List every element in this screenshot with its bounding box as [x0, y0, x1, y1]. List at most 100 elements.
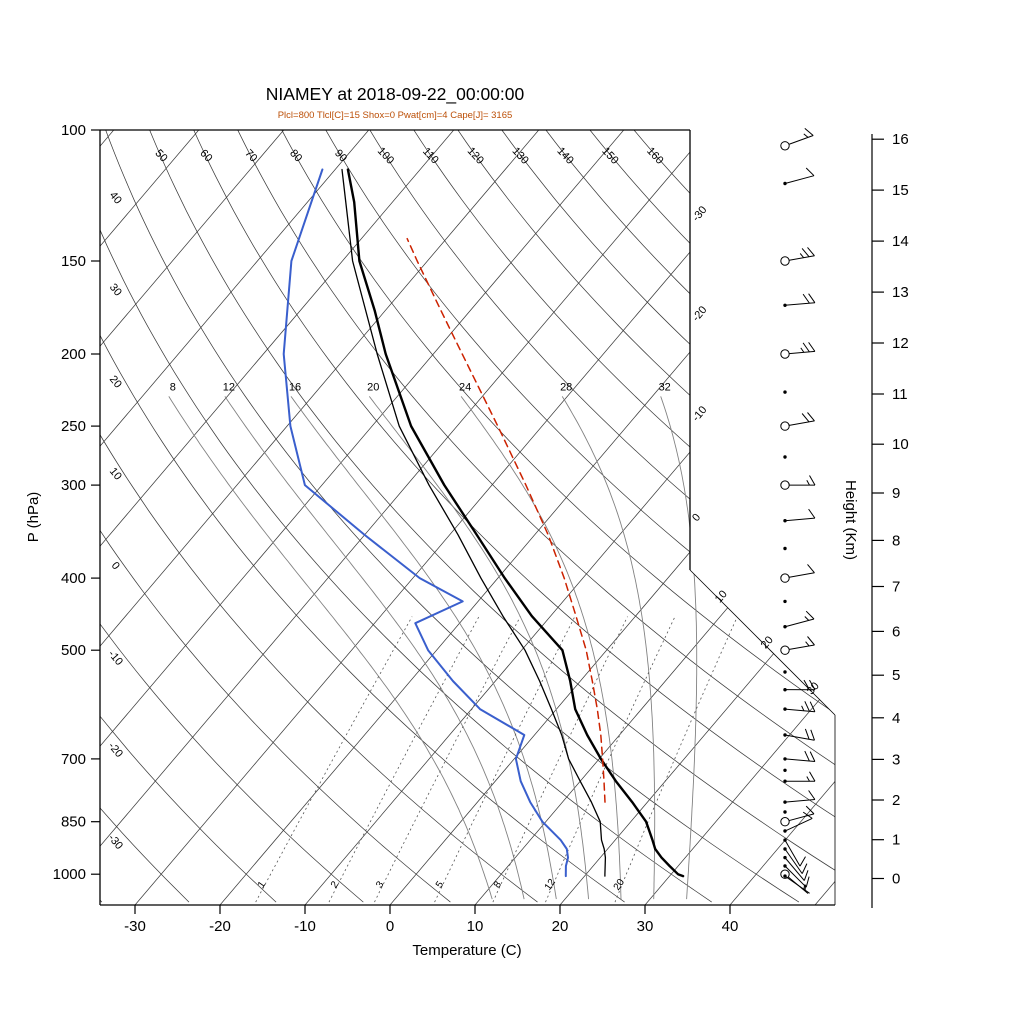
temperature-tick-label: -20 — [209, 918, 231, 935]
pressure-tick-label: 400 — [61, 570, 86, 587]
wind-level-dot — [783, 733, 787, 737]
wind-barb-staff — [784, 618, 815, 628]
moist-adiabat-line — [368, 396, 589, 900]
wind-level-dot — [783, 800, 787, 804]
wind-barb-half-feather — [804, 616, 810, 621]
isotherm-line — [100, 130, 480, 905]
wind-barb-feather — [809, 771, 816, 782]
wind-barb-staff — [784, 350, 815, 355]
wind-level-circle — [780, 349, 790, 359]
moist-adiabat-label: 12 — [223, 381, 235, 393]
dry-adiabat-label: 80 — [287, 147, 304, 164]
isotherm-label: 10 — [713, 588, 730, 605]
dry-adiabat-line — [406, 130, 835, 903]
wind-barb-feather — [804, 728, 810, 740]
dry-adiabat-line — [319, 130, 835, 903]
wind-barb-staff — [784, 758, 815, 762]
wind-barb-feather — [809, 751, 816, 762]
wind-level-dot — [783, 181, 787, 186]
parcel-curve — [406, 237, 606, 803]
wind-barb-feather — [802, 342, 810, 353]
isotherm-label: -10 — [690, 404, 709, 424]
temperature-axis-title: Temperature (C) — [412, 942, 521, 959]
wind-level-dot — [783, 838, 787, 842]
mixing-ratio-label: 20 — [612, 877, 628, 893]
wind-level-dot — [783, 303, 787, 307]
pressure-axis-title: P (hPa) — [25, 492, 42, 543]
wind-barb-staff — [784, 817, 813, 832]
wind-barb-staff — [784, 734, 815, 741]
temperature-tick-label: -30 — [124, 918, 146, 935]
isotherm-label: -30 — [690, 204, 709, 224]
height-tick-label: 9 — [892, 485, 900, 502]
wind-barb-feather — [808, 342, 816, 352]
isotherm-line — [427, 130, 835, 905]
height-tick-label: 13 — [892, 284, 909, 301]
wind-level-dot — [783, 855, 787, 860]
wind-level-dot — [783, 864, 787, 868]
wind-barb-half-feather — [806, 480, 810, 486]
wind-barb-staff — [784, 255, 815, 262]
dry-adiabat-label: 0 — [109, 560, 122, 572]
dry-adiabat-line — [101, 130, 800, 903]
pressure-tick-label: 700 — [61, 751, 86, 768]
wind-barb-feather — [803, 679, 810, 690]
wind-barb-half-feather — [806, 776, 810, 782]
isotherm-line — [100, 130, 310, 905]
isotherm-line — [100, 130, 820, 905]
dry-adiabat-label: 90 — [332, 147, 349, 164]
dry-adiabat-label: 160 — [644, 145, 665, 167]
wind-barb-feather — [805, 610, 815, 620]
moist-adiabat-label: 32 — [659, 381, 671, 393]
mixing-ratio-line — [492, 616, 628, 903]
height-tick-label: 14 — [892, 233, 909, 250]
wind-level-circle — [780, 480, 790, 490]
isotherm-label: -20 — [690, 304, 709, 324]
wind-barb-feather — [805, 876, 810, 888]
isotherm-line — [257, 130, 835, 905]
wind-barb-feather — [807, 564, 815, 574]
wind-level-dot — [783, 390, 787, 394]
isotherm-label: 0 — [690, 512, 703, 524]
isotherm-label: 30 — [805, 680, 822, 697]
isotherm-line — [342, 130, 835, 905]
wind-level-dot — [783, 670, 787, 674]
mixing-ratio-line — [545, 616, 676, 903]
pressure-tick-label: 150 — [61, 253, 86, 270]
dry-adiabat-line — [100, 130, 625, 903]
moist-adiabat-label: 16 — [289, 381, 301, 393]
wind-level-dot — [783, 768, 787, 772]
pressure-tick-label: 1000 — [53, 866, 86, 883]
temperature-tick-label: 40 — [722, 918, 739, 935]
dry-adiabat-label: 10 — [107, 466, 124, 483]
mixing-ratio-line — [434, 616, 576, 903]
wind-barb-feather — [809, 475, 816, 486]
wind-barb-staff — [784, 848, 803, 874]
wind-barb-feather — [803, 870, 809, 881]
wind-level-dot — [783, 707, 787, 711]
wind-level-dot — [783, 599, 787, 604]
moist-adiabat-line — [561, 396, 656, 900]
height-tick-label: 1 — [892, 832, 900, 849]
wind-barb-staff — [784, 517, 815, 522]
wind-barb-feather — [804, 701, 810, 712]
isotherm-line — [100, 130, 565, 905]
dry-adiabat-line — [100, 130, 538, 903]
mixing-ratio-line — [255, 616, 413, 903]
wind-barb-staff — [784, 175, 815, 184]
pressure-tick-label: 250 — [61, 418, 86, 435]
wind-barb-half-feather — [803, 133, 809, 138]
wind-level-dot — [783, 625, 787, 629]
moist-adiabat-label: 28 — [560, 381, 572, 393]
wind-barb-feather — [810, 729, 815, 741]
wind-level-dot — [783, 455, 787, 459]
pressure-tick-label: 850 — [61, 814, 86, 831]
wind-barb-staff — [784, 572, 815, 579]
moist-adiabat-line — [460, 396, 622, 900]
pressure-tick-label: 100 — [61, 122, 86, 139]
dry-adiabat-line — [100, 130, 451, 903]
wind-barb-feather — [799, 856, 806, 867]
mixing-ratio-label: 2 — [329, 879, 341, 890]
moist-adiabat-line — [660, 396, 698, 900]
